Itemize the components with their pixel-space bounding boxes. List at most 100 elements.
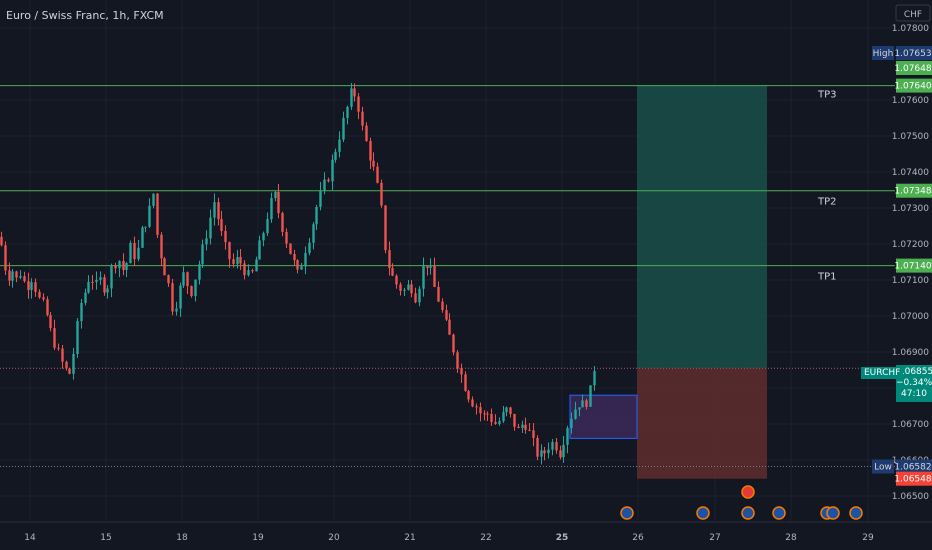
- candle-body: [11, 271, 14, 281]
- candle-body: [578, 407, 581, 410]
- x-tick-label: 14: [24, 533, 36, 543]
- candle-body: [334, 151, 337, 160]
- candle-body: [156, 193, 159, 235]
- candle-body: [61, 348, 64, 362]
- current-price: 1.06855: [896, 367, 932, 377]
- y-tick-label: 1.07500: [892, 132, 929, 142]
- candle-body: [125, 263, 128, 270]
- candle-body: [236, 256, 239, 264]
- candle-body: [277, 191, 280, 214]
- candle-body: [498, 421, 501, 424]
- x-tick-label: 28: [785, 533, 797, 543]
- candle-body: [429, 265, 432, 268]
- consolidation-box: [569, 394, 638, 439]
- candle-body: [365, 125, 368, 142]
- y-tick-label: 1.06700: [892, 420, 929, 430]
- candle-body: [243, 263, 246, 276]
- candle-body: [239, 256, 242, 264]
- low-value-tag: 1.06582: [894, 462, 931, 472]
- candle-body: [475, 406, 478, 408]
- loss-zone: [637, 368, 767, 479]
- high-label: High: [873, 49, 894, 59]
- candle-body: [418, 288, 421, 303]
- candle-body: [471, 399, 474, 407]
- candle-body: [198, 264, 201, 280]
- candle-body: [182, 272, 185, 286]
- candle-body: [27, 281, 30, 290]
- candle-body: [186, 272, 189, 287]
- x-tick-label: 20: [328, 533, 340, 543]
- candle-body: [380, 182, 383, 206]
- candle-body: [84, 292, 87, 303]
- candle-body: [312, 224, 315, 243]
- y-tick-label: 1.07300: [892, 204, 929, 214]
- candle-body: [323, 179, 326, 191]
- y-tick-label: 1.07600: [892, 96, 929, 106]
- candle-body: [566, 427, 569, 445]
- current-price-box: 1.06855 −0.34% 47:10: [896, 365, 932, 402]
- y-tick-label: 1.07200: [892, 240, 929, 250]
- candle-body: [68, 368, 71, 374]
- candle-body: [509, 407, 512, 414]
- y-tick-label: 1.06500: [892, 492, 929, 502]
- candle-body: [19, 276, 22, 278]
- event-marker-icon: [696, 506, 710, 520]
- candle-body: [562, 444, 565, 458]
- candle-body: [255, 259, 258, 272]
- candle-body: [247, 270, 250, 276]
- high-value-tag-bg: [896, 46, 932, 60]
- candle-body: [452, 334, 455, 353]
- candle-body: [171, 283, 174, 312]
- candle-body: [407, 284, 410, 290]
- high-value-tag: 1.07653: [894, 49, 931, 59]
- tp2-tag: 1.07348: [894, 187, 931, 197]
- candle-body: [148, 205, 151, 227]
- x-tick-label: 29: [862, 533, 874, 543]
- y-tick-label: 1.07800: [892, 24, 929, 34]
- candle-body: [224, 231, 227, 243]
- candle-body: [95, 279, 98, 283]
- x-tick-label: 26: [632, 533, 644, 543]
- candle-body: [559, 450, 562, 458]
- candle-body: [353, 88, 356, 97]
- candle-body: [403, 289, 406, 291]
- red-tag-bg: [896, 471, 932, 486]
- candle-body: [91, 281, 94, 283]
- candle-body: [209, 217, 212, 239]
- candle-body: [585, 400, 588, 407]
- low-label: Low: [874, 462, 892, 472]
- candle-body: [87, 281, 90, 293]
- candle-body: [213, 202, 216, 218]
- candle-body: [34, 282, 37, 292]
- candle-body: [593, 371, 596, 386]
- candle-body: [384, 205, 387, 251]
- candle-body: [479, 407, 482, 414]
- tp3-label: TP3: [817, 90, 837, 101]
- candle-body: [464, 374, 467, 392]
- candle-body: [543, 450, 546, 454]
- candle-body: [372, 160, 375, 167]
- candle-body: [570, 418, 573, 428]
- candle-body: [72, 353, 75, 374]
- candle-body: [152, 193, 155, 206]
- candle-body: [414, 293, 417, 303]
- candle-body: [110, 265, 113, 289]
- candle-body: [103, 277, 106, 293]
- candle-body: [467, 391, 470, 400]
- candle-body: [144, 226, 147, 228]
- candle-body: [228, 242, 231, 260]
- candle-body: [65, 361, 68, 369]
- candle-body: [505, 407, 508, 413]
- event-marker-icon: [772, 506, 786, 520]
- candle-body: [137, 247, 140, 260]
- y-tick-label: 1.07100: [892, 276, 929, 286]
- candle-body: [490, 414, 493, 423]
- candle-body: [513, 413, 516, 427]
- candle-body: [30, 282, 33, 290]
- x-tick-label: 19: [252, 533, 264, 543]
- candle-body: [4, 245, 7, 271]
- candle-body: [53, 328, 56, 348]
- candle-body: [448, 319, 451, 335]
- candle-body: [258, 240, 261, 260]
